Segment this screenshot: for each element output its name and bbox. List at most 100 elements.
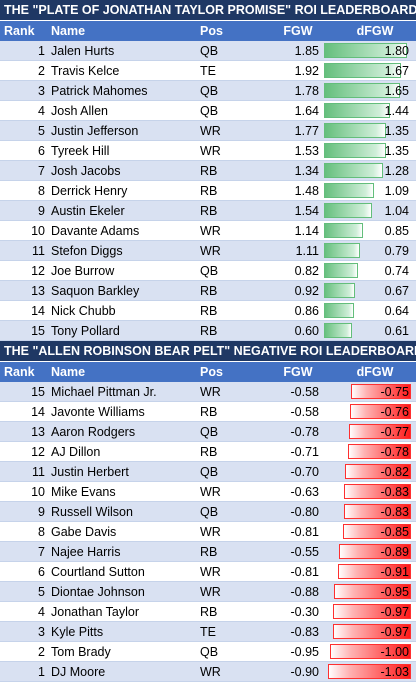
dfgw-value: -0.78	[380, 445, 410, 459]
name-cell: Justin Jefferson	[51, 124, 139, 138]
dfgw-cell: -0.91	[323, 562, 412, 581]
pos-cell: QB	[200, 84, 219, 98]
rank-cell: 6	[38, 565, 45, 579]
table-row: 4 Jonathan Taylor RB -0.30 -0.97	[0, 602, 416, 622]
table-row: 15 Michael Pittman Jr. WR -0.58 -0.75	[0, 382, 416, 402]
top-table-title: THE "PLATE OF JONATHAN TAYLOR PROMISE" R…	[0, 0, 416, 21]
name-cell: Courtland Sutton	[51, 565, 145, 579]
fgw-cell: -0.78	[290, 425, 320, 439]
pos-cell: RB	[200, 545, 218, 559]
dfgw-value: 1.35	[384, 124, 409, 138]
dfgw-value: 1.04	[384, 204, 409, 218]
name-cell: Kyle Pitts	[51, 625, 104, 639]
name-cell: Aaron Rodgers	[51, 425, 136, 439]
name-cell: Stefon Diggs	[51, 244, 123, 258]
rank-cell: 7	[38, 164, 45, 178]
header-name: Name	[51, 24, 86, 38]
dfgw-value: 0.64	[384, 304, 409, 318]
negative-data-bar	[333, 624, 411, 639]
dfgw-cell: -0.76	[323, 402, 412, 421]
table-row: 5 Justin Jefferson WR 1.77 1.35	[0, 121, 416, 141]
fgw-cell: -0.88	[290, 585, 320, 599]
pos-cell: QB	[200, 645, 219, 659]
positive-data-bar	[324, 83, 400, 98]
rank-cell: 5	[38, 124, 45, 138]
name-cell: Nick Chubb	[51, 304, 116, 318]
dfgw-cell: -0.95	[323, 582, 412, 601]
dfgw-cell: 0.79	[323, 241, 412, 260]
positive-data-bar	[324, 123, 386, 138]
rank-cell: 11	[32, 244, 45, 258]
table-row: 6 Courtland Sutton WR -0.81 -0.91	[0, 562, 416, 582]
dfgw-value: 1.67	[384, 64, 409, 78]
name-cell: Tony Pollard	[51, 324, 120, 338]
table-row: 3 Kyle Pitts TE -0.83 -0.97	[0, 622, 416, 642]
rank-cell: 10	[31, 224, 45, 238]
dfgw-value: -0.76	[380, 405, 410, 419]
table-row: 7 Josh Jacobs RB 1.34 1.28	[0, 161, 416, 181]
positive-data-bar	[324, 283, 355, 298]
fgw-cell: 1.64	[294, 104, 319, 118]
dfgw-value: 1.44	[384, 104, 409, 118]
header-dfgw: dFGW	[356, 365, 394, 379]
dfgw-value: -0.83	[380, 505, 410, 519]
table-row: 10 Davante Adams WR 1.14 0.85	[0, 221, 416, 241]
rank-cell: 3	[38, 84, 45, 98]
negative-data-bar	[349, 424, 411, 439]
pos-cell: QB	[200, 425, 219, 439]
table-row: 8 Gabe Davis WR -0.81 -0.85	[0, 522, 416, 542]
table-row: 2 Travis Kelce TE 1.92 1.67	[0, 61, 416, 81]
negative-data-bar	[350, 404, 411, 419]
table-row: 12 AJ Dillon RB -0.71 -0.78	[0, 442, 416, 462]
pos-cell: RB	[200, 605, 218, 619]
rank-cell: 15	[31, 385, 45, 399]
dfgw-value: -0.77	[380, 425, 410, 439]
dfgw-value: 0.85	[384, 224, 409, 238]
dfgw-value: -0.89	[380, 545, 410, 559]
pos-cell: WR	[200, 665, 221, 679]
rank-cell: 4	[38, 605, 45, 619]
fgw-cell: 1.34	[294, 164, 319, 178]
dfgw-value: 1.80	[384, 44, 409, 58]
dfgw-cell: 0.85	[323, 221, 412, 240]
header-rank: Rank	[4, 24, 35, 38]
fgw-cell: 0.92	[294, 284, 319, 298]
pos-cell: RB	[200, 304, 218, 318]
fgw-cell: 0.86	[294, 304, 319, 318]
fgw-cell: 1.78	[294, 84, 319, 98]
top-table-body: 1 Jalen Hurts QB 1.85 1.80 2 Travis Kelce TE 1.9…	[0, 41, 416, 341]
pos-cell: WR	[200, 224, 221, 238]
dfgw-value: -0.75	[380, 385, 410, 399]
name-cell: Derrick Henry	[51, 184, 128, 198]
positive-data-bar	[324, 163, 383, 178]
rank-cell: 12	[31, 264, 45, 278]
fgw-cell: -0.95	[290, 645, 320, 659]
name-cell: Patrick Mahomes	[51, 84, 148, 98]
rank-cell: 8	[38, 525, 45, 539]
positive-data-bar	[324, 223, 363, 238]
dfgw-value: 0.79	[384, 244, 409, 258]
rank-cell: 5	[38, 585, 45, 599]
negative-data-bar	[348, 444, 411, 459]
dfgw-value: -1.03	[380, 665, 410, 679]
name-cell: Diontae Johnson	[51, 585, 145, 599]
fgw-cell: 1.77	[294, 124, 319, 138]
fgw-cell: 1.11	[295, 244, 319, 258]
header-pos: Pos	[200, 24, 223, 38]
negative-data-bar	[334, 584, 411, 599]
negative-data-bar	[343, 524, 411, 539]
dfgw-cell: 1.09	[323, 181, 412, 200]
rank-cell: 8	[38, 184, 45, 198]
pos-cell: WR	[200, 124, 221, 138]
dfgw-cell: 1.44	[323, 101, 412, 120]
fgw-cell: -0.30	[290, 605, 320, 619]
pos-cell: QB	[200, 505, 219, 519]
negative-data-bar	[339, 544, 411, 559]
fgw-cell: -0.55	[290, 545, 320, 559]
dfgw-cell: 1.28	[323, 161, 412, 180]
pos-cell: TE	[200, 64, 216, 78]
rank-cell: 2	[38, 64, 45, 78]
pos-cell: WR	[200, 144, 221, 158]
table-row: 1 Jalen Hurts QB 1.85 1.80	[0, 41, 416, 61]
